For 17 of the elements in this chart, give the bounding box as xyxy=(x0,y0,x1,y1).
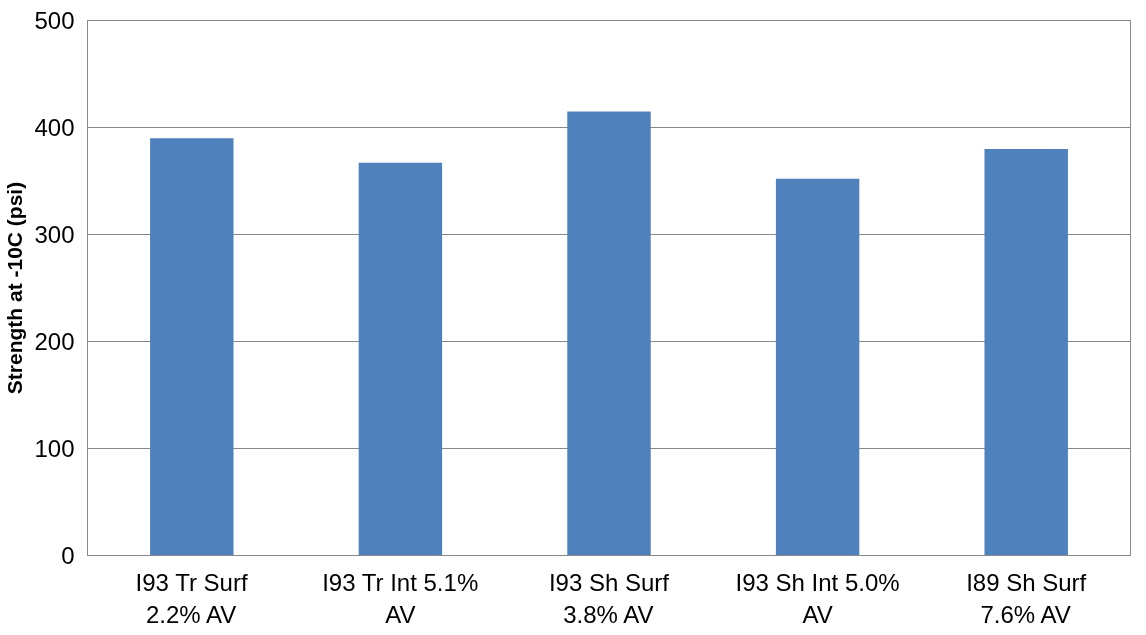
x-tick-label: I93 Sh Int 5.0% AV xyxy=(735,568,900,628)
bar xyxy=(775,178,860,556)
x-tick-label: I93 Tr Surf 2.2% AV xyxy=(135,568,248,628)
y-tick-label: 0 xyxy=(61,542,75,569)
y-axis-title: Strength at -10C (psi) xyxy=(3,181,27,395)
x-tick-label: I93 Sh Surf 3.8% AV xyxy=(548,568,670,628)
y-tick-label: 200 xyxy=(34,328,75,355)
x-tick-label: I89 Sh Surf 7.6% AV xyxy=(966,568,1087,628)
bar xyxy=(984,148,1068,556)
y-tick-label: 500 xyxy=(34,7,75,34)
y-tick-label: 100 xyxy=(34,435,75,462)
y-tick-label: 400 xyxy=(34,114,75,141)
bar xyxy=(150,138,234,556)
bar xyxy=(358,162,443,556)
x-tick-label: I93 Tr Int 5.1% AV xyxy=(322,568,479,628)
y-tick-label: 300 xyxy=(34,221,75,248)
bar xyxy=(567,111,651,556)
